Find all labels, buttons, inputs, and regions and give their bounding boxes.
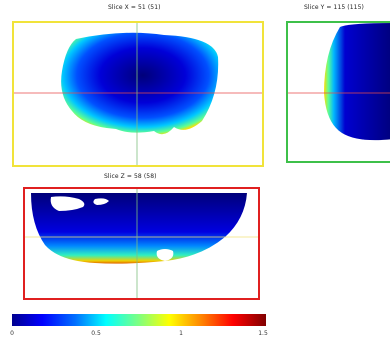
- slice-z-holes: [50, 196, 174, 261]
- slice-z-region: [31, 193, 247, 264]
- colorbar: [12, 314, 266, 326]
- slice-y-panel[interactable]: [286, 21, 390, 163]
- slice-z-title: Slice Z = 58 (58): [104, 173, 157, 180]
- colorbar-tick-1-5: 1.5: [258, 330, 268, 337]
- slice-z-image: [25, 189, 258, 298]
- slice-x-panel[interactable]: [12, 21, 264, 167]
- colorbar-tick-0: 0: [10, 330, 14, 337]
- slice-y-title: Slice Y = 115 (115): [304, 4, 364, 11]
- slice-z-panel[interactable]: [23, 187, 260, 300]
- colorbar-tick-0-5: 0.5: [91, 330, 101, 337]
- colorbar-tick-1: 1: [179, 330, 183, 337]
- slice-x-region: [61, 32, 219, 135]
- slice-y-image: [288, 23, 390, 141]
- slice-y-region: [324, 23, 390, 141]
- slice-x-title: Slice X = 51 (51): [108, 4, 161, 11]
- slice-x-image: [14, 23, 262, 165]
